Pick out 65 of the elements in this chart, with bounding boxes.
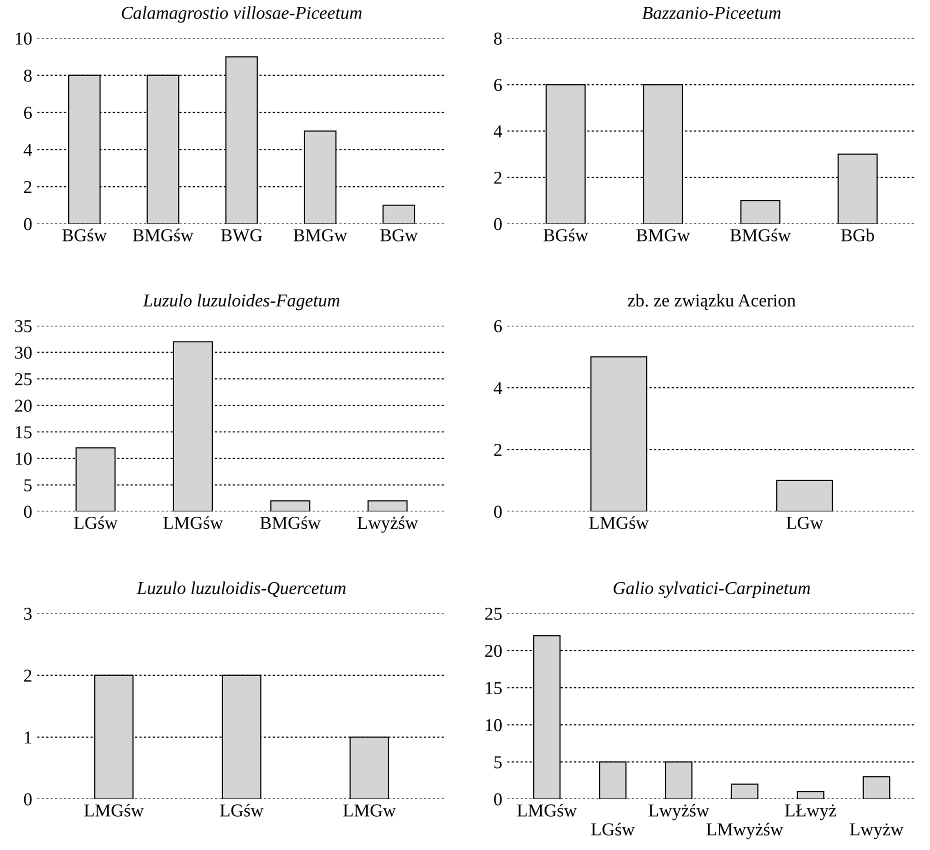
y-tick-label: 2 [24, 180, 32, 193]
y-tick-label: 0 [24, 218, 32, 230]
x-tick-label: LMGśw [589, 516, 649, 529]
x-tick-label: LMGśw [517, 804, 577, 817]
x-tick-label: BMGw [294, 229, 348, 242]
y-tick-label: 25 [15, 373, 32, 386]
x-tick-label: LGśw [591, 822, 635, 836]
y-tick-label: 30 [15, 346, 32, 359]
y-tick-label: 0 [494, 218, 502, 230]
x-tick-label: BGśw [62, 228, 107, 242]
y-tick-label: 8 [494, 32, 502, 45]
y-tick-label: 0 [494, 793, 502, 806]
bar [368, 500, 408, 512]
y-tick-label: 8 [24, 70, 32, 82]
x-tick-label: LMGśw [163, 516, 223, 529]
y-tick-label: 4 [494, 125, 502, 138]
x-tick-label: LMwyżśw [706, 822, 784, 840]
x-tick-label: LMGśw [84, 804, 144, 817]
y-tick-label: 0 [494, 506, 502, 518]
chart-title: zb. ze związku Acerion [628, 294, 796, 310]
y-tick-label: 4 [494, 382, 502, 394]
x-tick-label: Lwyżśw [648, 804, 710, 820]
y-tick-label: 10 [16, 452, 32, 465]
y-tick-label: 4 [24, 144, 32, 156]
x-tick-label: BMGśw [730, 228, 791, 242]
y-tick-label: 2 [494, 444, 502, 456]
x-tick-label: BMGśw [260, 516, 321, 529]
chart-title: Luzulo luzuloides-Fagetum [142, 294, 340, 310]
y-tick-label: 35 [15, 320, 32, 332]
y-tick-label: 1 [24, 731, 32, 744]
y-tick-label: 5 [24, 479, 32, 492]
x-tick-label: LMGw [343, 804, 396, 817]
x-tick-label: BWG [221, 229, 262, 242]
x-tick-label: BMGśw [132, 228, 194, 242]
bar [270, 500, 310, 512]
x-tick-label: Lwyżw [850, 823, 904, 840]
y-tick-label: 10 [16, 32, 32, 45]
y-tick-label: 6 [24, 106, 32, 119]
y-tick-label: 5 [494, 756, 502, 768]
x-tick-label: BMGw [636, 229, 690, 242]
chart-title: Calamagrostio villosae-Piceetum [122, 6, 362, 23]
x-tick-label: BGb [841, 228, 874, 242]
y-tick-label: 6 [494, 78, 502, 92]
x-tick-label: LŁwyż [785, 804, 836, 820]
x-tick-label: BGw [380, 229, 418, 242]
y-tick-label: 2 [24, 670, 32, 682]
x-tick-label: LGśw [74, 516, 118, 529]
y-tick-label: 2 [494, 172, 502, 184]
y-tick-label: 15 [16, 426, 32, 438]
y-tick-label: 20 [15, 400, 32, 412]
chart-title: Galio sylvatici-Carpinetum [614, 581, 810, 598]
x-tick-label: BGśw [544, 228, 588, 242]
y-tick-label: 3 [24, 608, 32, 620]
y-tick-label: 6 [494, 320, 502, 332]
chart-title: Luzulo luzuloidis-Quercetum [136, 581, 346, 597]
y-tick-label: 0 [24, 793, 32, 806]
chart-title: Bazzanio-Piceetum [642, 6, 781, 20]
y-tick-label: 0 [24, 506, 32, 518]
x-tick-label: Lwyżśw [358, 516, 418, 533]
x-tick-label: LGw [786, 516, 824, 529]
y-tick-label: 15 [486, 682, 502, 694]
x-tick-label: LGśw [220, 804, 264, 817]
y-tick-label: 10 [486, 719, 502, 732]
y-tick-label: 20 [485, 644, 502, 658]
y-tick-label: 25 [485, 608, 502, 620]
